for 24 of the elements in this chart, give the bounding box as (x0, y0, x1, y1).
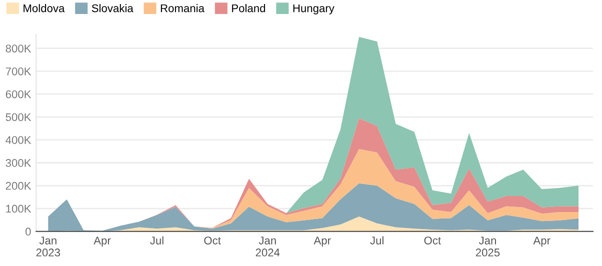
x-tick-label: Jan 2024 (256, 236, 280, 256)
x-tick-label: Jul (150, 236, 164, 244)
x-tick-label: Jan 2023 (36, 236, 60, 256)
legend-label: Hungary (293, 4, 334, 14)
y-tick-label: 600K (6, 90, 32, 98)
x-tick-label: Apr (94, 236, 111, 247)
y-tick-label: 500K (6, 113, 32, 122)
x-tick-label: Apr (533, 236, 550, 247)
legend-label: Poland (232, 4, 266, 12)
x-tick-label: Jan 2025 (476, 236, 500, 256)
x-tick-label: Apr (314, 236, 331, 247)
x-tick-label: Oct (424, 236, 441, 244)
legend-label: Moldova (24, 4, 65, 12)
legend-label: Slovakia (92, 4, 134, 12)
x-tick-label: Oct (204, 236, 221, 244)
legend-label: Romania (160, 4, 204, 12)
x-tick-label: Jul (370, 236, 384, 244)
y-tick-label: 800K (6, 44, 32, 52)
y-tick-label: 300K (6, 159, 32, 167)
y-tick-label: 400K (6, 136, 32, 144)
y-tick-label: 200K (6, 182, 32, 190)
y-tick-label: 0 (26, 228, 31, 236)
y-tick-label: 700K (6, 67, 32, 76)
y-tick-label: 100K (6, 204, 32, 213)
